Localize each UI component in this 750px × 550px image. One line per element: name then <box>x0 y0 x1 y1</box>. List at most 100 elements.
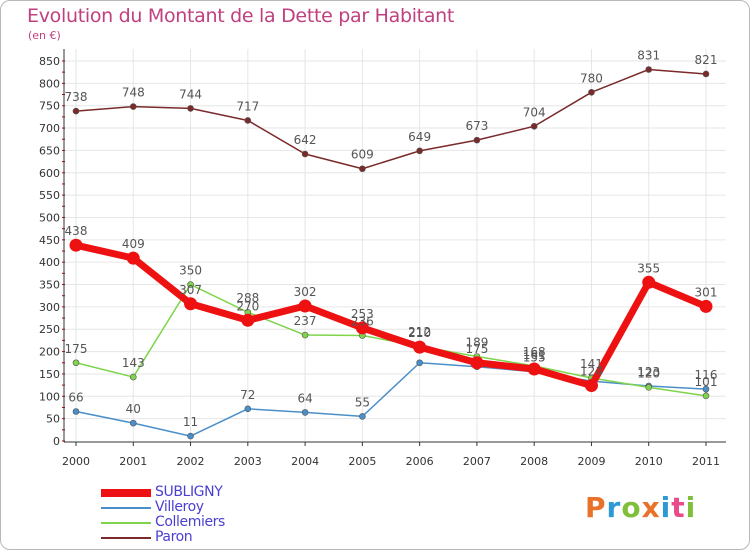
legend-label: SUBLIGNY <box>155 484 223 500</box>
x-tick-label: 2005 <box>348 455 376 468</box>
point-villeroy <box>359 413 366 420</box>
y-tick-label: 150 <box>39 368 60 381</box>
legend-label: Paron <box>155 529 193 545</box>
point-villeroy <box>702 385 710 393</box>
y-tick-label: 600 <box>39 167 60 180</box>
data-label-paron: 642 <box>294 133 317 147</box>
y-tick-label: 700 <box>39 122 60 135</box>
point-paron <box>359 165 366 173</box>
y-tick-label: 500 <box>39 211 60 224</box>
x-tick-label: 2009 <box>577 455 605 468</box>
y-tick-label: 350 <box>39 279 60 292</box>
y-tick-label: 0 <box>53 435 60 448</box>
data-label-paron: 649 <box>408 130 431 144</box>
y-tick-label: 450 <box>39 234 60 247</box>
y-tick-label: 750 <box>39 100 60 113</box>
data-label-subligny: 253 <box>351 307 374 321</box>
point-subligny <box>470 356 484 370</box>
data-label-subligny: 301 <box>695 285 718 299</box>
legend-label: Villeroy <box>155 499 204 515</box>
data-label-paron: 744 <box>179 87 202 101</box>
y-tick-label: 50 <box>46 413 60 426</box>
data-label-collemiers: 350 <box>179 264 202 278</box>
point-paron <box>72 107 80 115</box>
data-label-villeroy: 11 <box>183 415 198 429</box>
data-label-subligny: 307 <box>179 283 202 297</box>
legend-swatch <box>101 522 151 524</box>
axis-layer: 0 50 100 150 200 250 300 350 400 450 500 550 600 650 7… <box>39 49 726 468</box>
x-tick-label: 2011 <box>692 455 720 468</box>
data-label-subligny: 302 <box>294 285 317 299</box>
logo-letter: o <box>621 491 642 524</box>
point-subligny <box>642 275 656 289</box>
data-label-paron: 609 <box>351 148 374 162</box>
y-tick-label: 800 <box>39 77 60 90</box>
data-label-collemiers: 237 <box>294 314 317 328</box>
x-tick-label: 2000 <box>62 455 90 468</box>
x-tick-label: 2007 <box>463 455 491 468</box>
y-tick-label: 400 <box>39 256 60 269</box>
data-label-collemiers: 288 <box>236 291 259 305</box>
data-label-subligny: 438 <box>65 224 88 238</box>
data-label-villeroy: 72 <box>240 388 255 402</box>
data-label-subligny: 355 <box>637 261 660 275</box>
point-paron <box>588 88 595 96</box>
data-label-paron: 821 <box>695 53 718 67</box>
proxiti-logo: Proxiti <box>585 491 696 524</box>
y-tick-label: 250 <box>39 323 60 336</box>
logo-letter: r <box>606 491 622 524</box>
legend-swatch <box>101 489 151 497</box>
point-villeroy <box>129 419 137 427</box>
point-subligny <box>355 321 369 335</box>
logo-letter: t <box>671 491 686 524</box>
series-line-subligny <box>75 241 708 390</box>
data-label-paron: 780 <box>580 71 603 85</box>
chart-title: Evolution du Montant de la Dette par Hab… <box>27 5 455 27</box>
logo-letter: x <box>641 491 661 524</box>
point-collemiers <box>187 281 194 288</box>
point-collemiers <box>72 359 80 367</box>
point-subligny <box>298 299 312 313</box>
point-paron <box>187 105 194 112</box>
data-label-villeroy: 116 <box>695 368 718 382</box>
x-tick-label: 2010 <box>635 455 663 468</box>
point-subligny <box>69 238 83 252</box>
point-collemiers <box>129 373 137 381</box>
data-label-paron: 738 <box>65 90 88 104</box>
x-tick-label: 2008 <box>520 455 548 468</box>
data-label-collemiers: 175 <box>65 342 88 356</box>
series-line-paron <box>75 68 707 170</box>
x-tick-label: 2004 <box>291 455 319 468</box>
x-tick-label: 2002 <box>177 455 205 468</box>
data-label-collemiers: 101 <box>695 375 718 389</box>
data-label-villeroy: 66 <box>68 390 83 404</box>
data-label-collemiers: 212 <box>408 325 431 339</box>
point-subligny <box>699 299 713 313</box>
data-label-villeroy: 55 <box>355 395 370 409</box>
data-label-collemiers: 189 <box>465 336 488 350</box>
point-collemiers <box>301 331 309 339</box>
point-paron <box>473 136 481 144</box>
point-paron <box>645 66 653 73</box>
point-subligny <box>527 362 541 376</box>
data-label-villeroy: 64 <box>297 391 312 405</box>
data-label-subligny: 124 <box>580 365 603 379</box>
data-label-paron: 831 <box>637 48 660 62</box>
data-label-collemiers: 143 <box>122 356 145 370</box>
point-subligny <box>241 313 255 327</box>
data-label-subligny: 210 <box>408 326 431 340</box>
data-label-subligny: 409 <box>122 237 145 251</box>
point-subligny <box>184 297 198 311</box>
series-line-villeroy <box>75 362 707 437</box>
y-tick-label: 550 <box>39 189 60 202</box>
x-tick-label: 2003 <box>234 455 262 468</box>
x-tick-label: 2006 <box>406 455 434 468</box>
data-label-collemiers: 120 <box>637 366 660 380</box>
point-subligny <box>126 251 140 265</box>
data-label-collemiers: 168 <box>523 345 546 359</box>
point-paron <box>244 117 252 124</box>
data-label-paron: 673 <box>465 119 488 133</box>
y-tick-label: 850 <box>39 55 60 68</box>
